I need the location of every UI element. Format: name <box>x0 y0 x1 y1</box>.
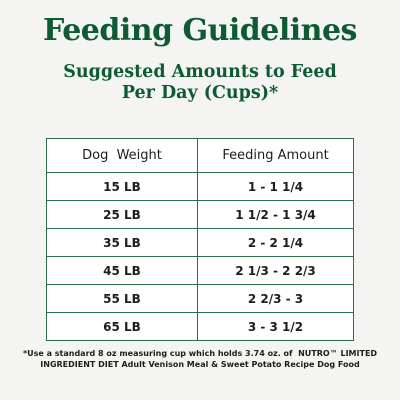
feeding-table: Dog Weight Feeding Amount 15 LB 1 - 1 1/… <box>46 138 354 341</box>
footnote-line-1: *Use a standard 8 oz measuring cup which… <box>22 349 378 358</box>
cell-amount: 1 - 1 1/4 <box>197 172 354 201</box>
table-header-row: Dog Weight Feeding Amount <box>46 138 354 173</box>
table-row: 55 LB 2 2/3 - 3 <box>46 284 354 313</box>
subtitle-line-2: Per Day (Cups)* <box>121 83 279 103</box>
table-row: 15 LB 1 - 1 1/4 <box>46 172 354 201</box>
feeding-table-container: Dog Weight Feeding Amount 15 LB 1 - 1 1/… <box>46 138 354 341</box>
table-row: 45 LB 2 1/3 - 2 2/3 <box>46 256 354 285</box>
page-subtitle: Suggested Amounts to Feed Per Day (Cups)… <box>0 62 400 104</box>
header-feeding-amount: Feeding Amount <box>197 138 354 173</box>
cell-amount: 3 - 3 1/2 <box>197 312 354 341</box>
table-row: 35 LB 2 - 2 1/4 <box>46 228 354 257</box>
cell-weight: 45 LB <box>46 256 198 285</box>
footnote: *Use a standard 8 oz measuring cup which… <box>0 348 400 370</box>
cell-weight: 25 LB <box>46 200 198 229</box>
cell-weight: 55 LB <box>46 284 198 313</box>
table-row: 25 LB 1 1/2 - 1 3/4 <box>46 200 354 229</box>
cell-weight: 35 LB <box>46 228 198 257</box>
cell-amount: 2 1/3 - 2 2/3 <box>197 256 354 285</box>
table-row: 65 LB 3 - 3 1/2 <box>46 312 354 341</box>
page-title: Feeding Guidelines <box>43 13 357 48</box>
cell-amount: 2 - 2 1/4 <box>197 228 354 257</box>
subtitle-line-1: Suggested Amounts to Feed <box>63 62 337 82</box>
cell-weight: 65 LB <box>46 312 198 341</box>
cell-weight: 15 LB <box>46 172 198 201</box>
footnote-line-2: INGREDIENT DIET Adult Venison Meal & Swe… <box>40 360 360 369</box>
header-dog-weight: Dog Weight <box>46 138 198 173</box>
cell-amount: 2 2/3 - 3 <box>197 284 354 313</box>
cell-amount: 1 1/2 - 1 3/4 <box>197 200 354 229</box>
